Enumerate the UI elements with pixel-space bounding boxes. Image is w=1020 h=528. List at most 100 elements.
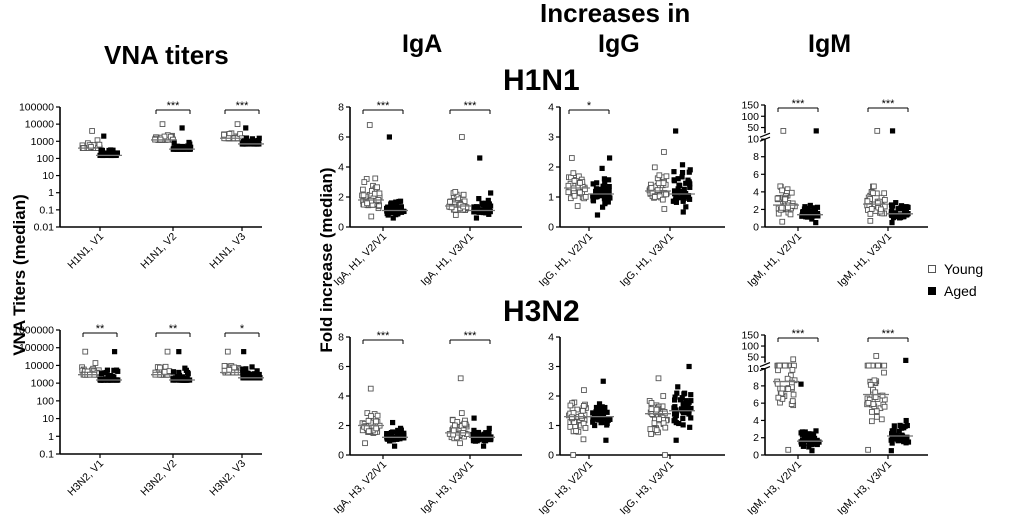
significance-label: ***	[882, 328, 896, 340]
young-point	[161, 133, 168, 140]
aged-point	[485, 197, 491, 204]
aged-point	[798, 381, 804, 387]
aged-point	[483, 432, 490, 438]
young-point	[653, 406, 660, 413]
aged-point	[244, 370, 250, 376]
aged-point	[393, 209, 399, 215]
aged-point	[401, 432, 407, 438]
aged-point	[810, 210, 816, 216]
aged-point	[807, 436, 813, 442]
aged-point	[606, 155, 613, 161]
chart-iga-h1: 0 2 4 6 8 IgA, H1, V2/V1 IgA, H1, V3/V1 *** ***	[332, 100, 522, 288]
young-point	[374, 184, 380, 191]
y-tick-label: 6	[338, 361, 344, 373]
aged-point	[101, 370, 108, 376]
young-point	[651, 164, 658, 171]
significance-label: ***	[792, 328, 806, 340]
x-category-label: IgG, H3, V2/V1	[537, 459, 596, 518]
y-tick-label: 10	[42, 170, 54, 182]
young-point	[581, 403, 587, 409]
aged-point	[889, 428, 895, 434]
significance-label: *	[587, 100, 592, 112]
aged-point	[471, 204, 477, 210]
significance-label: ***	[464, 330, 478, 342]
x-category-label: IgM, H1, V2/V1	[745, 231, 804, 290]
x-category-label: IgM, H3, V3/V1	[835, 459, 894, 518]
aged-point	[686, 399, 692, 405]
aged-point	[687, 184, 693, 190]
young-point	[457, 375, 464, 382]
axis-break-gap	[761, 362, 769, 369]
aged-point	[799, 437, 806, 443]
aged-point	[799, 429, 805, 435]
increases-header: Increases in	[540, 0, 691, 28]
iga-header: IgA	[402, 30, 443, 58]
aged-point	[673, 128, 679, 134]
aged-point	[672, 404, 678, 410]
aged-point	[393, 202, 399, 208]
young-point	[662, 424, 669, 431]
aged-point	[385, 204, 391, 210]
aged-point	[593, 415, 599, 421]
significance-label: ***	[377, 330, 391, 342]
young-point	[157, 364, 163, 371]
aged-point	[184, 369, 191, 376]
y-tick-label: 2	[548, 162, 554, 174]
aged-point	[476, 196, 482, 202]
aged-point	[683, 180, 689, 186]
aged-point	[590, 193, 596, 199]
young-point	[161, 369, 168, 375]
legend: Young Aged	[928, 258, 983, 302]
h3n2-header: H3N2	[503, 295, 580, 328]
young-point	[361, 179, 368, 185]
chart-igg-h1: 0 1 2 3 4 IgG, H1, V2/V1 IgG, H1, V3/V1 *	[537, 100, 725, 289]
aged-point	[687, 424, 693, 430]
aged-point	[590, 419, 596, 425]
aged-point	[679, 395, 685, 401]
y-tick-label: 4	[753, 415, 759, 427]
young-point	[779, 218, 786, 225]
aged-point	[810, 433, 817, 439]
aged-point	[240, 366, 246, 373]
aged-point	[99, 147, 106, 154]
aged-point	[488, 437, 494, 443]
aged-point	[602, 404, 608, 411]
young-point	[779, 385, 786, 392]
young-point	[881, 403, 888, 410]
aged-point	[673, 412, 679, 419]
y-tick-label: 10000	[25, 119, 54, 131]
young-point	[452, 212, 459, 218]
aged-point	[107, 372, 113, 379]
aged-point	[601, 196, 608, 202]
aged-point	[598, 416, 604, 422]
y-tick-label: 100	[741, 341, 759, 353]
aged-point	[891, 423, 897, 429]
aged-point	[807, 208, 814, 214]
y-tick-label: 2	[753, 432, 759, 444]
young-point	[371, 190, 378, 197]
aged-point	[900, 214, 906, 220]
y-tick-label: 100000	[19, 342, 54, 354]
aged-point	[482, 200, 488, 206]
aged-point	[813, 428, 819, 434]
aged-point	[903, 357, 909, 363]
young-point	[865, 400, 872, 406]
young-point	[878, 416, 885, 423]
aged-point	[813, 220, 819, 226]
young-point	[789, 398, 796, 404]
young-point	[570, 452, 577, 458]
aged-point	[480, 443, 487, 449]
young-point	[663, 191, 669, 198]
aged-point	[802, 429, 808, 435]
y-tick-label: 0	[753, 222, 759, 234]
aged-point	[671, 188, 678, 194]
y-tick-label: 150	[741, 330, 759, 342]
aged-point	[98, 371, 105, 377]
y-tick-label: 10	[747, 134, 759, 146]
vna-header: VNA titers	[104, 40, 229, 70]
aged-point	[605, 199, 611, 205]
aged-point	[895, 436, 901, 443]
young-point	[88, 144, 94, 150]
young-point	[582, 425, 589, 431]
